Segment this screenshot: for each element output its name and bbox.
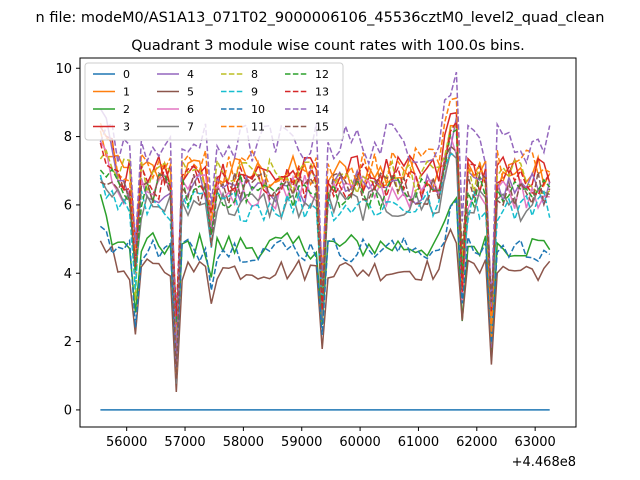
legend-label-12: 12: [315, 68, 329, 81]
series-line-15: [100, 144, 551, 379]
chart-title: Quadrant 3 module wise count rates with …: [131, 38, 525, 54]
legend-label-10: 10: [251, 103, 265, 116]
y-tick-label: 2: [64, 335, 72, 350]
y-tick-label: 4: [64, 267, 72, 282]
y-tick-label: 8: [64, 130, 72, 145]
y-tick-label: 0: [64, 403, 72, 418]
legend-label-8: 8: [251, 68, 258, 81]
legend-label-6: 6: [187, 103, 194, 116]
x-tick-label: 60000: [339, 435, 380, 450]
legend-label-3: 3: [123, 121, 130, 134]
legend-label-15: 15: [315, 121, 329, 134]
x-tick-label: 59000: [281, 435, 322, 450]
y-tick-label: 6: [64, 198, 72, 213]
plot-frame: [79, 57, 577, 428]
x-tick-label: 61000: [398, 435, 439, 450]
legend-label-13: 13: [315, 86, 329, 99]
legend-label-0: 0: [123, 68, 130, 81]
legend-label-11: 11: [251, 121, 265, 134]
y-axis: 0 2 4 6 8 10: [55, 62, 80, 418]
x-tick-label: 62000: [456, 435, 497, 450]
x-tick-label: 56000: [106, 435, 147, 450]
legend-label-2: 2: [123, 103, 130, 116]
legend-label-4: 4: [187, 68, 194, 81]
x-tick-label: 58000: [223, 435, 264, 450]
legend-box: [84, 62, 344, 141]
figure-suptitle: n file: modeM0/AS1A13_071T02_9000006106_…: [36, 10, 605, 26]
legend-label-7: 7: [187, 121, 194, 134]
y-tick-label: 10: [55, 62, 72, 77]
x-tick-label: 57000: [164, 435, 205, 450]
legend-label-14: 14: [315, 103, 329, 116]
legend-label-9: 9: [251, 86, 258, 99]
series-line-9: [99, 152, 551, 374]
x-offset-label: +4.468e8: [512, 455, 576, 470]
series-lines: [99, 71, 551, 411]
series-line-10: [99, 198, 551, 373]
legend-label-1: 1: [123, 86, 130, 99]
x-axis: 56000 57000 58000 59000 60000 61000 62000 63000: [106, 427, 556, 450]
x-tick-label: 63000: [514, 435, 555, 450]
legend-label-5: 5: [187, 86, 194, 99]
